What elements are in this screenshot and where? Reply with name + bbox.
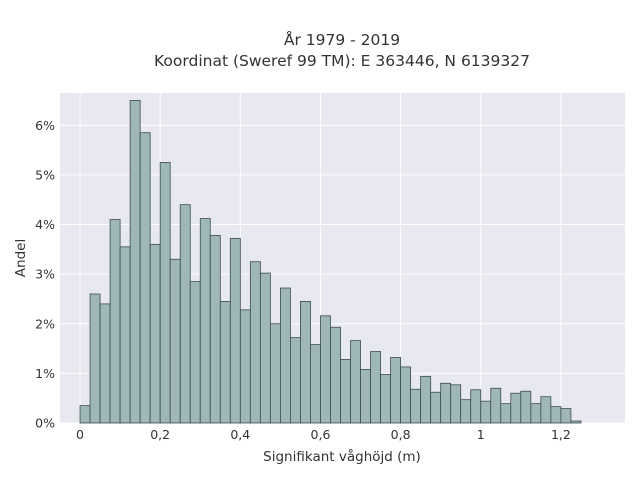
y-tick-label: 3%	[35, 267, 55, 282]
x-tick-label: 0,2	[150, 427, 170, 442]
histogram-bar	[269, 323, 281, 424]
x-tick-label: 0,8	[391, 427, 411, 442]
histogram-bar	[390, 357, 402, 424]
histogram-bar	[530, 403, 542, 424]
histogram-bar	[360, 369, 371, 424]
x-tick-label: 1,2	[551, 427, 571, 442]
y-tick-label: 6%	[35, 118, 55, 133]
histogram-bar	[290, 337, 301, 424]
histogram-bar	[179, 204, 191, 424]
histogram-bar	[139, 132, 151, 424]
histogram-bar	[350, 340, 361, 424]
x-axis-title: Signifikant våghöjd (m)	[263, 448, 421, 465]
histogram-bar	[239, 309, 251, 424]
histogram-bar	[209, 235, 221, 424]
x-tick-label: 0,4	[230, 427, 250, 442]
histogram-bar	[510, 392, 522, 424]
histogram-bar	[310, 344, 321, 424]
histogram-bar	[550, 406, 562, 424]
histogram-bar	[259, 272, 271, 424]
histogram-bar	[430, 391, 442, 424]
histogram-bar	[400, 366, 412, 424]
x-tick-labels: 0 0,2 0,4 0,6 0,8 1 1,2	[76, 427, 571, 442]
x-tick-label: 0,6	[311, 427, 331, 442]
y-axis-title: Andel	[13, 239, 29, 277]
histogram-bar	[189, 281, 201, 424]
histogram-bar	[149, 243, 161, 424]
y-tick-label: 0%	[35, 416, 55, 431]
x-tick-label: 0	[76, 427, 84, 442]
histogram-bar	[380, 373, 391, 424]
histogram-bar	[560, 408, 572, 424]
histogram-bar	[119, 246, 131, 424]
histogram-bar	[540, 396, 552, 424]
histogram-bars	[79, 100, 582, 424]
histogram-bar	[480, 400, 492, 424]
histogram-bar	[490, 387, 502, 424]
histogram-bar	[320, 315, 331, 424]
histogram-bar	[300, 301, 311, 424]
histogram-bar	[460, 399, 472, 424]
histogram-bar	[570, 420, 582, 424]
histogram-bar	[219, 301, 231, 424]
y-tick-label: 1%	[35, 366, 55, 381]
histogram-bar	[450, 384, 462, 424]
histogram-bar	[169, 258, 181, 424]
histogram-bar	[520, 390, 532, 424]
histogram-bar	[129, 100, 141, 424]
histogram-bar	[500, 403, 512, 424]
histogram-bar	[470, 389, 482, 424]
y-tick-label: 4%	[35, 217, 55, 232]
histogram-bar	[249, 261, 261, 424]
histogram-bar	[410, 388, 422, 424]
histogram-bar	[279, 287, 291, 424]
histogram-bar	[440, 382, 452, 424]
histogram-bar	[109, 219, 121, 424]
histogram-bar	[199, 218, 211, 424]
histogram-bar	[89, 293, 101, 424]
histogram-bar	[229, 237, 241, 424]
histogram-bar	[79, 405, 91, 424]
y-tick-label: 2%	[35, 316, 55, 331]
chart-title-line-1: År 1979 - 2019	[284, 30, 400, 49]
y-tick-label: 5%	[35, 167, 55, 182]
chart-title-line-2: Koordinat (Sweref 99 TM): E 363446, N 61…	[154, 52, 530, 70]
histogram-bar	[330, 326, 341, 424]
x-tick-label: 1	[477, 427, 485, 442]
histogram-bar	[420, 375, 432, 424]
histogram-bar	[340, 359, 351, 424]
histogram-bar	[159, 162, 171, 424]
histogram-bar	[370, 351, 381, 424]
histogram-bar	[99, 303, 111, 424]
y-tick-labels: 0% 1% 2% 3% 4% 5% 6%	[35, 118, 55, 431]
